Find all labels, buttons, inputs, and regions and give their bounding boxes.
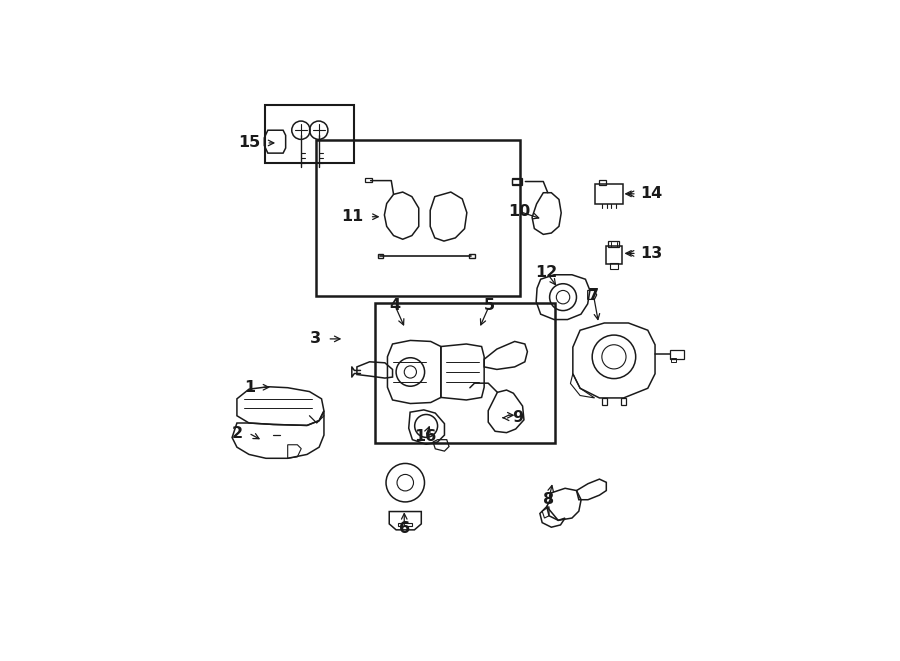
Text: 9: 9 — [512, 410, 523, 425]
Text: 5: 5 — [483, 298, 495, 313]
Bar — [266, 104, 355, 163]
Text: 11: 11 — [341, 210, 364, 224]
Bar — [608, 241, 619, 247]
Text: 4: 4 — [390, 298, 400, 313]
Bar — [469, 254, 474, 258]
Text: 14: 14 — [641, 186, 662, 202]
Bar — [512, 178, 522, 184]
Text: 2: 2 — [231, 426, 242, 440]
Text: 3: 3 — [310, 331, 321, 346]
Text: 7: 7 — [588, 288, 599, 303]
Bar — [365, 178, 372, 182]
Bar — [377, 254, 383, 258]
Text: 1: 1 — [244, 380, 255, 395]
Text: 13: 13 — [641, 246, 662, 261]
Text: 12: 12 — [536, 265, 558, 280]
Bar — [598, 180, 606, 184]
Text: 8: 8 — [544, 492, 554, 507]
Text: 15: 15 — [238, 136, 260, 151]
Bar — [606, 246, 622, 264]
Bar — [595, 184, 623, 204]
Text: 16: 16 — [415, 429, 436, 444]
Text: 10: 10 — [508, 204, 531, 219]
Bar — [399, 523, 412, 526]
Bar — [316, 140, 520, 295]
Bar — [670, 350, 684, 360]
Text: 6: 6 — [399, 521, 410, 535]
Bar — [671, 358, 676, 362]
Bar — [374, 303, 555, 444]
Bar — [610, 263, 617, 268]
